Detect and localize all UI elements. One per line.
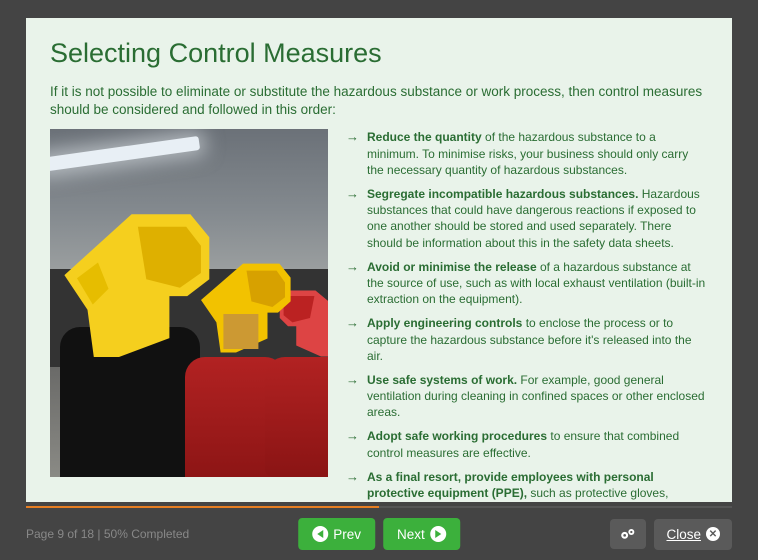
footer: Page 9 of 18 | 50% Completed Prev Next C… [0,508,758,560]
bullet-text: Segregate incompatible hazardous substan… [367,186,708,251]
bullet-item: →As a final resort, provide employees wi… [346,469,708,502]
close-label: Close [666,527,701,542]
prev-button[interactable]: Prev [298,518,375,550]
bullet-item: →Avoid or minimise the release of a haza… [346,259,708,308]
bullet-bold: Segregate incompatible hazardous substan… [367,187,638,201]
next-label: Next [397,527,425,542]
slide-image [50,129,328,477]
arrow-right-icon: → [346,186,359,251]
prev-label: Prev [333,527,361,542]
bullet-item: →Apply engineering controls to enclose t… [346,315,708,364]
arrow-right-icon: → [346,372,359,421]
bullet-bold: Use safe systems of work. [367,373,517,387]
bullet-text: As a final resort, provide employees wit… [367,469,708,502]
page-title: Selecting Control Measures [50,38,708,69]
right-controls: Close ✕ [610,519,732,550]
slide-content: Selecting Control Measures If it is not … [26,18,732,502]
arrow-right-icon: → [346,469,359,502]
gear-icon [620,527,636,541]
bullet-bold: Adopt safe working procedures [367,429,547,443]
bullet-item: →Reduce the quantity of the hazardous su… [346,129,708,178]
bullet-list: →Reduce the quantity of the hazardous su… [346,129,708,502]
close-icon: ✕ [706,527,720,541]
bullet-text: Avoid or minimise the release of a hazar… [367,259,708,308]
bullet-item: →Adopt safe working procedures to ensure… [346,428,708,460]
arrow-right-icon: → [346,428,359,460]
bullet-item: → Segregate incompatible hazardous substa… [346,186,708,251]
bullet-text: Use safe systems of work. For example, g… [367,372,708,421]
bullet-text: Adopt safe working procedures to ensure … [367,428,708,460]
bullet-text: Apply engineering controls to enclose th… [367,315,708,364]
settings-button[interactable] [610,519,646,549]
bullet-text: Reduce the quantity of the hazardous sub… [367,129,708,178]
arrow-right-icon: → [346,259,359,308]
bullet-bold: Reduce the quantity [367,130,482,144]
page-status: Page 9 of 18 | 50% Completed [26,527,189,541]
nav-buttons: Prev Next [298,518,460,550]
arrow-right-icon: → [346,315,359,364]
chevron-right-icon [430,526,446,542]
intro-paragraph: If it is not possible to eliminate or su… [50,83,708,119]
next-button[interactable]: Next [383,518,460,550]
chevron-left-icon [312,526,328,542]
close-button[interactable]: Close ✕ [654,519,732,550]
arrow-right-icon: → [346,129,359,178]
body-row: →Reduce the quantity of the hazardous su… [50,129,708,502]
bullet-item: →Use safe systems of work. For example, … [346,372,708,421]
bullet-bold: Avoid or minimise the release [367,260,537,274]
bullet-bold: Apply engineering controls [367,316,522,330]
